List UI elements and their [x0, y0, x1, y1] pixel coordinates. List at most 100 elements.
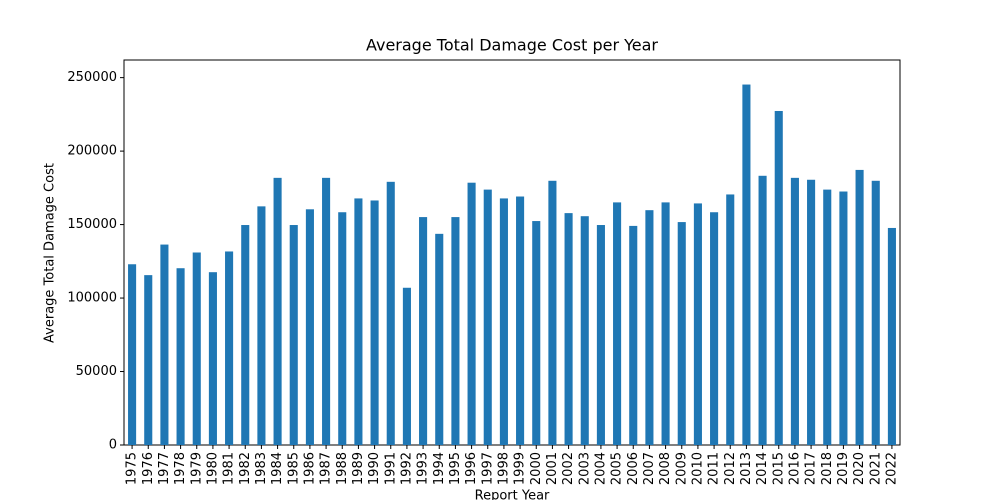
bar: [564, 213, 573, 445]
bar: [160, 244, 169, 445]
bar: [451, 217, 460, 445]
x-tick-label: 2015: [771, 452, 786, 485]
x-tick-label: 1981: [222, 452, 237, 485]
x-tick-label: 2010: [690, 452, 705, 485]
y-tick-label: 250000: [67, 70, 117, 85]
bar: [338, 212, 347, 445]
x-tick-label: 2021: [868, 452, 883, 485]
bar: [596, 225, 605, 445]
x-tick-label: 2014: [755, 452, 770, 485]
bar: [871, 180, 880, 445]
y-tick-label: 100000: [67, 291, 117, 306]
bar: [208, 272, 217, 445]
x-tick-label: 1991: [383, 452, 398, 485]
bar: [613, 202, 622, 445]
bar: [192, 252, 201, 445]
x-tick-label: 1997: [480, 452, 495, 485]
bar: [580, 216, 589, 445]
x-tick-label: 1977: [157, 452, 172, 485]
x-tick-label: 1976: [141, 452, 156, 485]
bar: [144, 275, 153, 445]
bar: [693, 203, 702, 445]
bar: [742, 84, 751, 446]
x-tick-label: 1987: [319, 452, 334, 485]
x-tick-label: 1984: [270, 452, 285, 485]
bar: [176, 268, 185, 445]
x-tick-label: 1992: [399, 452, 414, 485]
bar: [548, 180, 557, 445]
x-tick-label: 2008: [658, 452, 673, 485]
y-tick-label: 50000: [76, 364, 117, 379]
bar: [855, 169, 864, 446]
bar: [419, 217, 428, 445]
x-tick-label: 2004: [593, 452, 608, 485]
x-tick-label: 1994: [432, 452, 447, 485]
x-tick-label: 1985: [286, 452, 301, 485]
bar: [289, 225, 298, 445]
x-tick-label: 1982: [238, 452, 253, 485]
x-tick-label: 1990: [367, 452, 382, 485]
bar: [241, 225, 250, 445]
bar: [790, 177, 799, 446]
x-tick-label: 2016: [787, 452, 802, 485]
bar: [823, 189, 832, 445]
x-tick-label: 1980: [205, 452, 220, 485]
bar: [516, 196, 525, 445]
y-axis-label: Average Total Damage Cost: [43, 163, 58, 343]
x-tick-label: 1979: [189, 452, 204, 485]
bar: [499, 198, 508, 445]
x-tick-label: 1975: [125, 452, 140, 485]
x-tick-label: 2012: [723, 452, 738, 485]
bar: [467, 182, 476, 445]
x-tick-label: 2013: [739, 452, 754, 485]
x-tick-label: 1996: [464, 452, 479, 485]
x-tick-label: 1986: [302, 452, 317, 485]
bar: [305, 209, 314, 445]
bar: [322, 177, 331, 446]
x-tick-label: 2002: [561, 452, 576, 485]
bar: [273, 177, 282, 446]
bar: [386, 181, 395, 445]
bar: [710, 212, 719, 445]
x-tick-label: 2018: [820, 452, 835, 485]
bar: [435, 233, 444, 445]
bar: [645, 210, 654, 445]
bar: [774, 110, 783, 446]
x-tick-label: 2005: [610, 452, 625, 485]
bar: [839, 191, 848, 445]
x-tick-label: 2011: [707, 452, 722, 485]
x-tick-label: 1983: [254, 452, 269, 485]
x-tick-label: 1995: [448, 452, 463, 485]
bar: [532, 221, 541, 445]
bar: [354, 198, 363, 445]
bar: [887, 227, 896, 445]
x-axis-label: Report Year: [475, 489, 550, 500]
x-tick-label: 1998: [496, 452, 511, 485]
x-tick-label: 2020: [852, 452, 867, 485]
x-tick-label: 1988: [335, 452, 350, 485]
bar: [677, 222, 686, 445]
plot-frame: [123, 59, 901, 446]
y-tick-label: 150000: [67, 217, 117, 232]
x-tick-label: 2009: [674, 452, 689, 485]
bar: [726, 194, 735, 445]
bar: [402, 287, 411, 445]
bar: [661, 202, 670, 445]
x-tick-label: 2003: [577, 452, 592, 485]
x-tick-label: 2000: [529, 452, 544, 485]
x-tick-label: 2007: [642, 452, 657, 485]
x-tick-label: 2001: [545, 452, 560, 485]
y-tick-label: 0: [109, 438, 117, 453]
x-tick-label: 2019: [836, 452, 851, 485]
bar: [758, 175, 767, 446]
chart-title: Average Total Damage Cost per Year: [366, 36, 658, 55]
x-tick-label: 2006: [626, 452, 641, 485]
x-tick-label: 1978: [173, 452, 188, 485]
bar: [257, 206, 266, 445]
bar: [629, 225, 638, 445]
x-tick-label: 2017: [804, 452, 819, 485]
bar: [370, 200, 379, 445]
x-tick-label: 1999: [513, 452, 528, 485]
